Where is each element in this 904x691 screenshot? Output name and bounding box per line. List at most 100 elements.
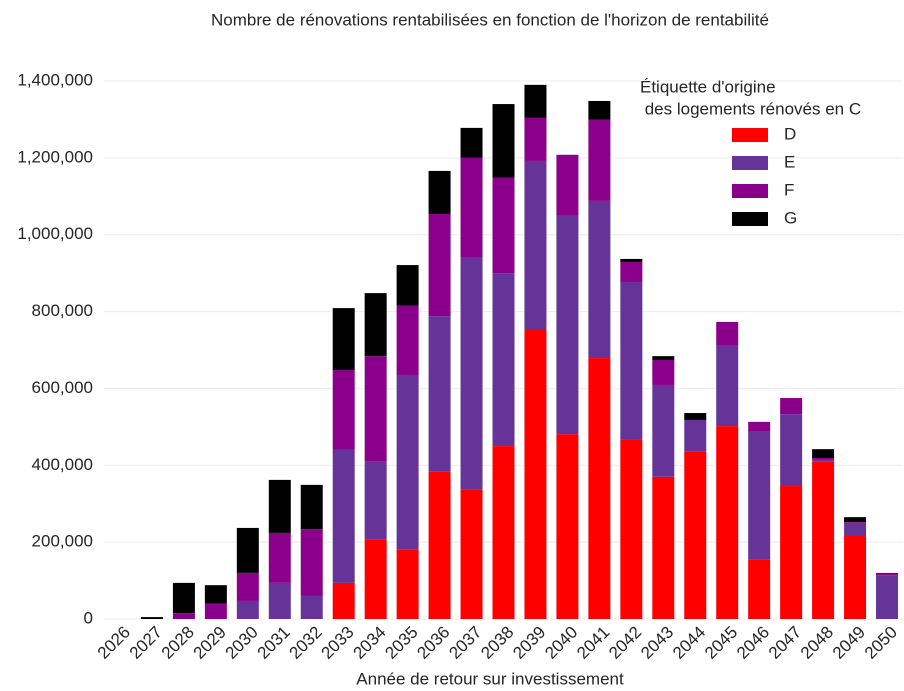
bar-segment [620,258,643,262]
bar-segment [396,374,419,550]
bar-segment [684,419,707,452]
bar-segment [428,471,451,619]
bar-segment [172,582,195,614]
legend-swatch [732,212,768,226]
bar-segment [652,476,675,619]
bar-segment [588,119,611,201]
bar-segment [652,356,675,360]
legend-label: F [784,180,794,199]
bar-segment [620,261,643,282]
bar-segment [812,449,835,458]
legend-swatch [732,184,768,198]
bar-segment [812,459,835,462]
x-tick-label: 2027 [126,623,166,663]
legend-swatch [732,128,768,142]
legend-swatch [732,156,768,170]
x-tick-label: 2031 [254,623,294,663]
bar-segment [204,603,227,619]
bar-segment [236,600,259,619]
bar-segment [844,535,867,619]
bar-segment [524,117,547,161]
y-tick-label: 200,000 [32,532,93,551]
bar-segment [652,384,675,477]
x-tick-label: 2044 [669,623,709,663]
legend-label: E [784,152,795,171]
bar-segment [236,572,259,601]
bar-segment [300,529,323,596]
x-tick-label: 2035 [381,623,421,663]
bar-segment [428,316,451,472]
bar-segment [268,532,291,583]
x-tick-label: 2028 [158,623,198,663]
bar-segment [556,154,579,216]
y-tick-label: 1,400,000 [17,70,93,89]
bar-segment [716,426,739,619]
bar-segment [556,434,579,619]
bar-segment [460,157,483,258]
y-tick-label: 1,000,000 [17,224,93,243]
x-tick-label: 2033 [318,623,358,663]
bar-segment [236,527,259,573]
bar-segment [300,484,323,530]
bar-segment [396,305,419,375]
bar-segment [524,330,547,619]
bar-segment [172,613,195,619]
y-tick-label: 400,000 [32,455,93,474]
bar-segment [588,200,611,359]
legend-title: des logements rénovés en C [640,99,861,118]
bar-segment [460,127,483,158]
bar-segment [460,489,483,619]
x-tick-label: 2045 [701,623,741,663]
x-tick-label: 2034 [349,623,389,663]
bar-segment [684,451,707,619]
bar-segment [780,414,803,487]
bar-segment [780,486,803,619]
bar-segment [812,461,835,619]
bar-segment [428,170,451,214]
x-tick-label: 2040 [541,623,581,663]
bar-segment [332,308,355,370]
bar-segment [588,100,611,120]
legend-label: D [784,124,796,143]
bar-segment [300,595,323,619]
bar-segment [588,358,611,619]
bar-segment [844,517,867,523]
x-tick-label: 2038 [477,623,517,663]
bar-segment [364,539,387,619]
x-tick-label: 2043 [637,623,677,663]
x-tick-label: 2030 [222,623,262,663]
bar-segment [748,421,771,432]
x-tick-label: 2041 [573,623,613,663]
bar-segment [364,461,387,540]
bar-segment [396,265,419,306]
bar-segment [364,293,387,357]
x-tick-label: 2042 [605,623,645,663]
bar-segment [268,479,291,533]
bar-segment [492,446,515,619]
bar-segment [524,84,547,118]
bar-segment [684,413,707,420]
y-tick-label: 600,000 [32,378,93,397]
bar-segment [748,559,771,619]
bar-segment [364,356,387,462]
bar-segment [428,213,451,317]
bar-segment [332,369,355,450]
bar-segment [524,160,547,331]
bar-segment [620,439,643,619]
x-tick-label: 2029 [190,623,230,663]
bar-segment [268,582,291,619]
bar-segment [748,431,771,560]
x-tick-label: 2026 [94,623,134,663]
y-tick-label: 1,200,000 [17,147,93,166]
bar-segment [844,522,867,523]
bar-segment [620,281,643,440]
bar-segment [396,549,419,619]
bar-segment [492,104,515,178]
legend-title: Étiquette d'origine [640,77,776,96]
bar-segment [780,398,803,415]
bar-segment [492,177,515,274]
bar-segment [716,321,739,346]
bar-segment [652,359,675,385]
bar-segment [812,457,835,460]
